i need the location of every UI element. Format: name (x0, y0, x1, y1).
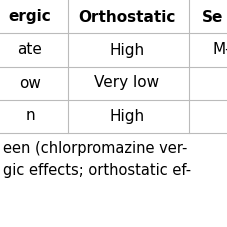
Text: een (chlorpromazine ver-: een (chlorpromazine ver- (3, 141, 187, 155)
Text: High: High (109, 42, 145, 57)
Text: Very low: Very low (94, 76, 160, 91)
Text: High: High (109, 109, 145, 123)
Text: ow: ow (19, 76, 41, 91)
Text: n: n (25, 109, 35, 123)
Text: Se: Se (202, 10, 224, 25)
Text: M–: M– (213, 42, 227, 57)
Text: ergic: ergic (9, 10, 51, 25)
Text: ate: ate (17, 42, 42, 57)
Text: Orthostatic: Orthostatic (78, 10, 176, 25)
Text: gic effects; orthostatic ef-: gic effects; orthostatic ef- (3, 163, 191, 178)
